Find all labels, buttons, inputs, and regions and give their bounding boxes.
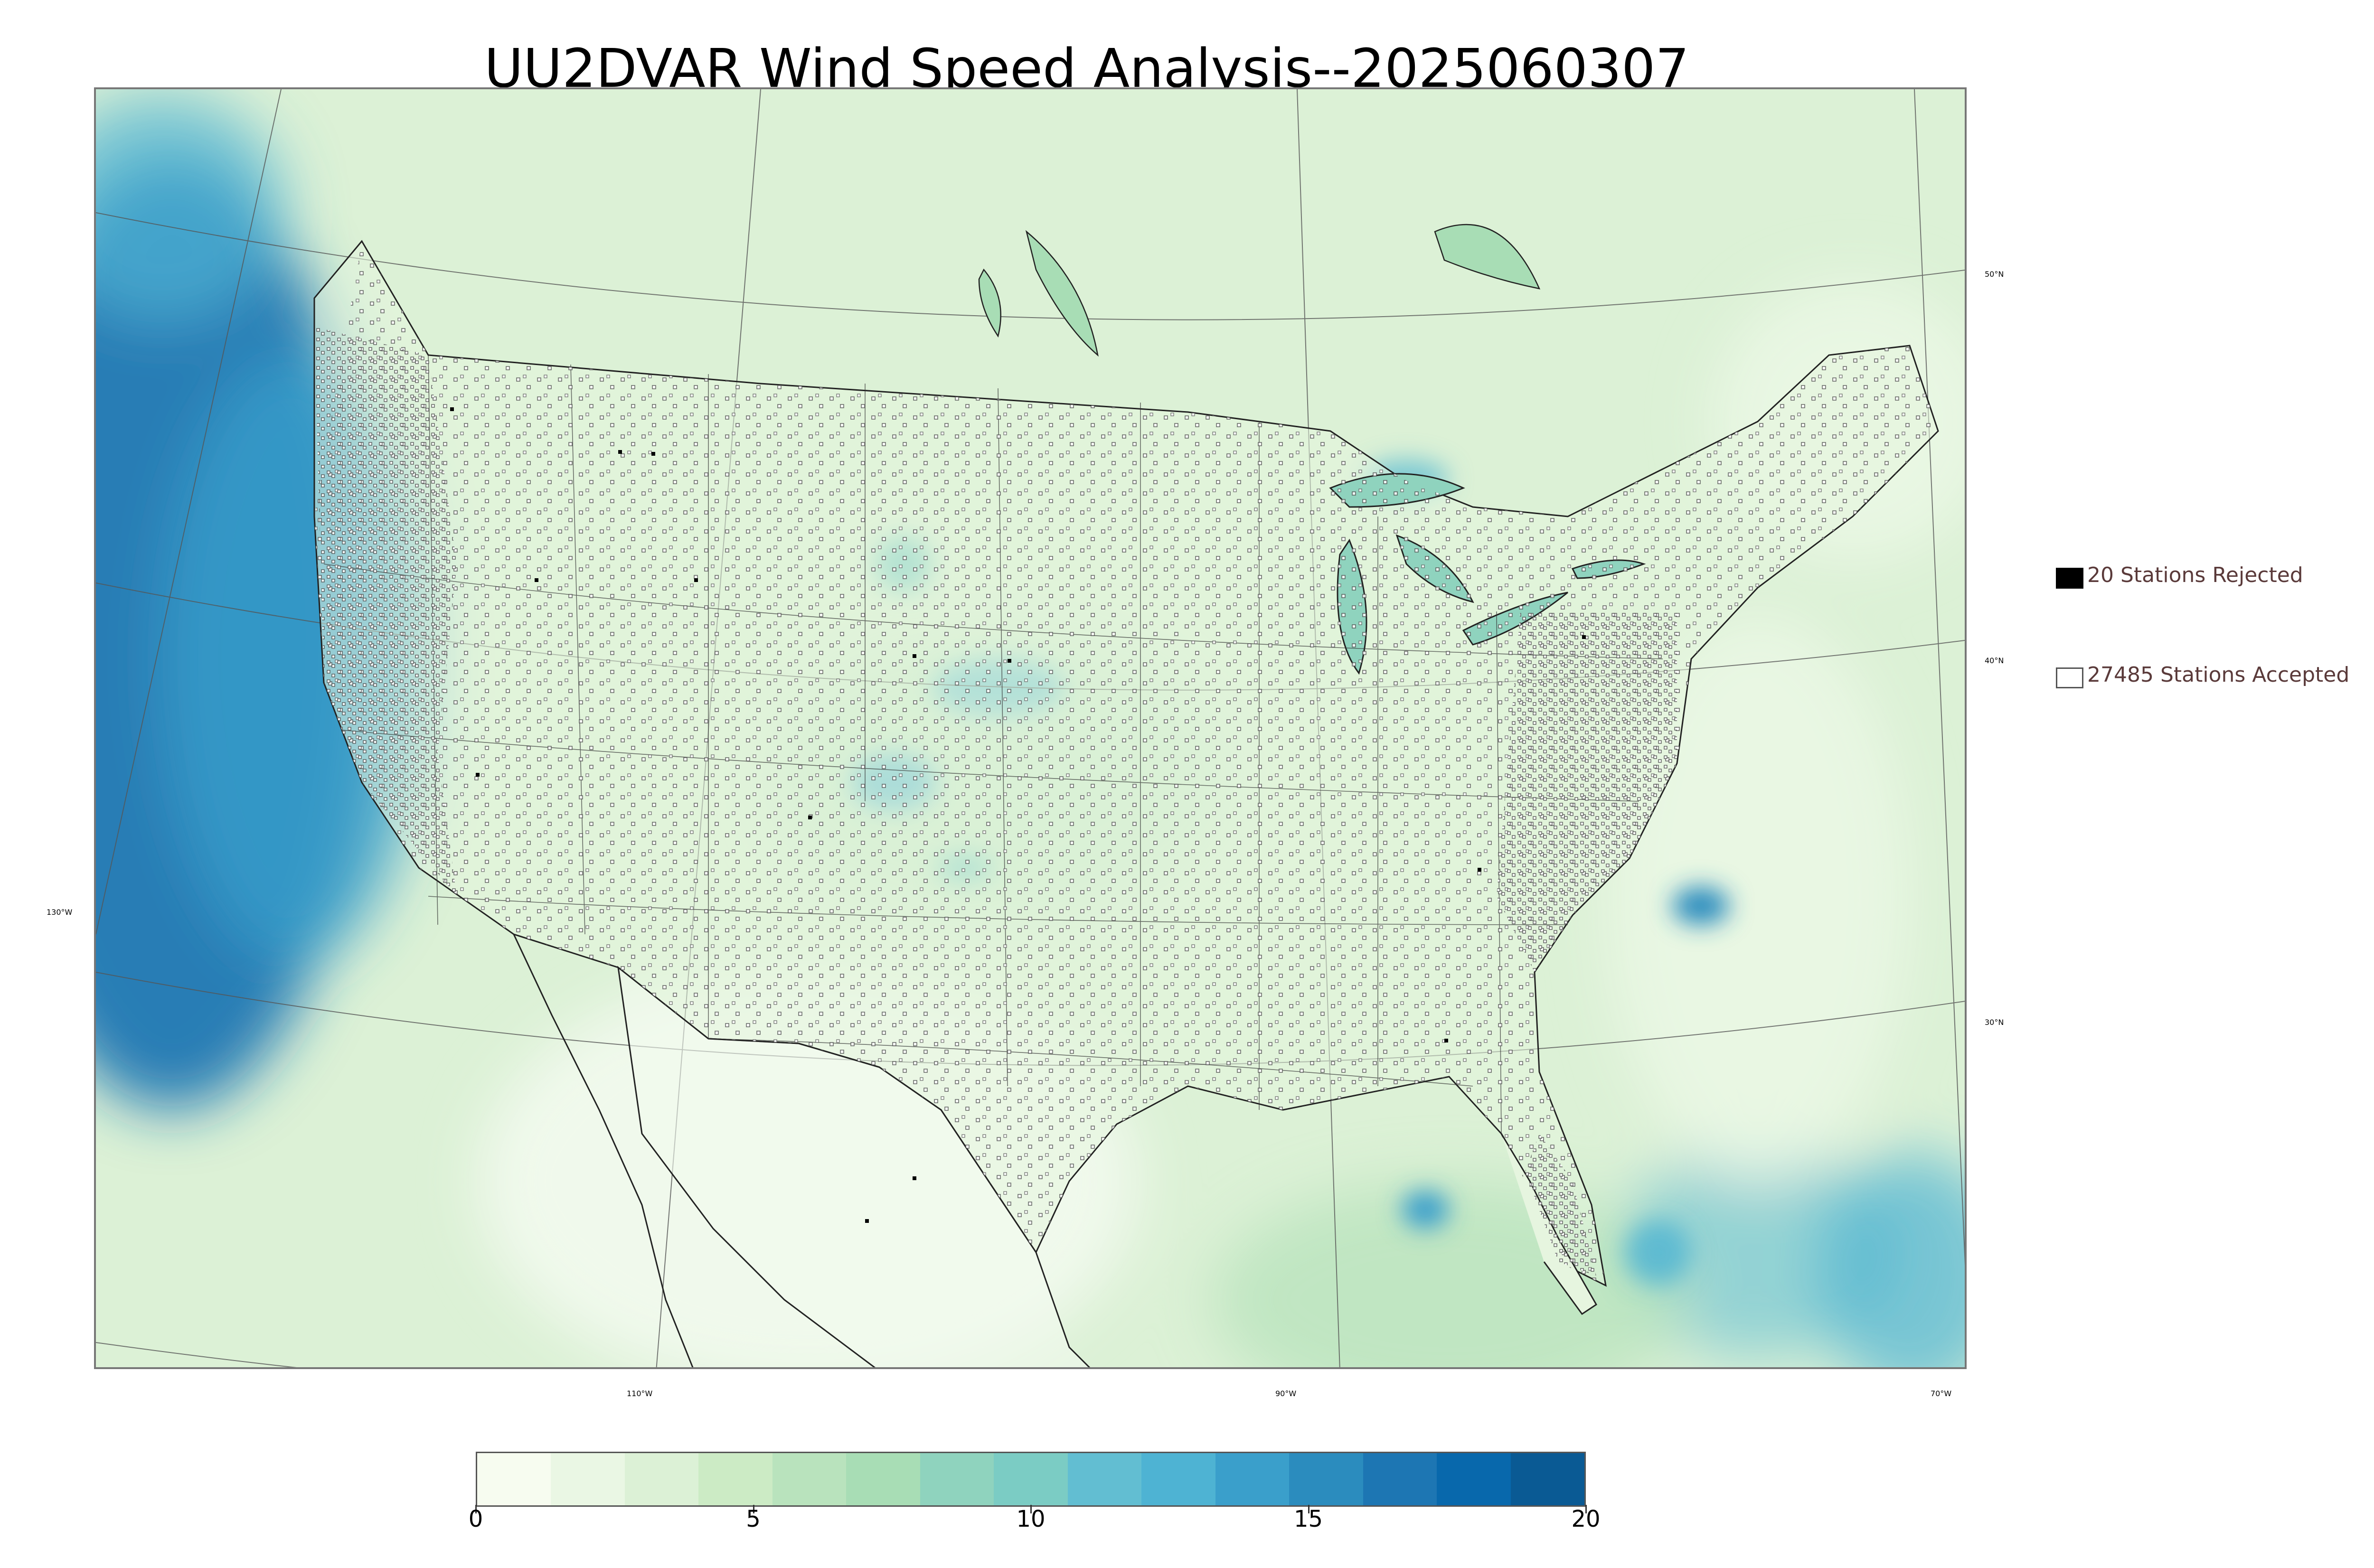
colorbar-segment xyxy=(1363,1453,1437,1505)
colorbar-segment xyxy=(1141,1453,1215,1505)
colorbar-tick-label: 5 xyxy=(746,1506,761,1532)
colorbar-segment xyxy=(920,1453,994,1505)
legend-rejected-swatch xyxy=(2056,568,2083,589)
accepted-stations xyxy=(314,241,1938,1286)
colorbar-segment xyxy=(846,1453,920,1505)
wind-speed-colorbar xyxy=(476,1452,1586,1507)
colorbar-segment xyxy=(772,1453,847,1505)
mexico-land xyxy=(617,966,1091,1367)
colorbar-tick-label: 15 xyxy=(1293,1506,1323,1532)
legend-accepted-swatch xyxy=(2056,667,2083,688)
lat-label-30n: 30°N xyxy=(1985,1018,2004,1027)
legend-rejected-label: 20 Stations Rejected xyxy=(2087,563,2303,587)
lat-label-40n: 40°N xyxy=(1985,656,2004,665)
legend-accepted-label: 27485 Stations Accepted xyxy=(2087,663,2350,687)
colorbar-tick xyxy=(475,1505,477,1513)
colorbar-segment xyxy=(1437,1453,1511,1505)
map-canvas xyxy=(96,89,1965,1367)
colorbar-segment xyxy=(698,1453,772,1505)
colorbar-segment xyxy=(551,1453,625,1505)
colorbar-segment xyxy=(994,1453,1068,1505)
colorbar-tick-label: 20 xyxy=(1571,1506,1601,1532)
colorbar-tick-label: 10 xyxy=(1016,1506,1046,1532)
colorbar-segment xyxy=(1215,1453,1290,1505)
colorbar-tick xyxy=(1030,1505,1032,1513)
colorbar-segment xyxy=(1510,1453,1585,1505)
lon-label-70w: 70°W xyxy=(1931,1389,1952,1398)
lat-label-50n: 50°N xyxy=(1985,270,2004,279)
colorbar-tick xyxy=(1585,1505,1587,1513)
colorbar-segment xyxy=(477,1453,551,1505)
colorbar-tick xyxy=(753,1505,754,1513)
rejected-stations xyxy=(450,407,1586,1223)
wind-speed-map[interactable] xyxy=(94,87,1967,1369)
colorbar-tick xyxy=(1308,1505,1309,1513)
colorbar-segment xyxy=(624,1453,699,1505)
lon-label-110w: 110°W xyxy=(627,1389,653,1398)
colorbar-segment xyxy=(1289,1453,1363,1505)
lon-label-130w: 130°W xyxy=(47,908,73,917)
lon-label-90w: 90°W xyxy=(1275,1389,1297,1398)
colorbar-tick-label: 0 xyxy=(468,1506,483,1532)
colorbar-segment xyxy=(1067,1453,1142,1505)
